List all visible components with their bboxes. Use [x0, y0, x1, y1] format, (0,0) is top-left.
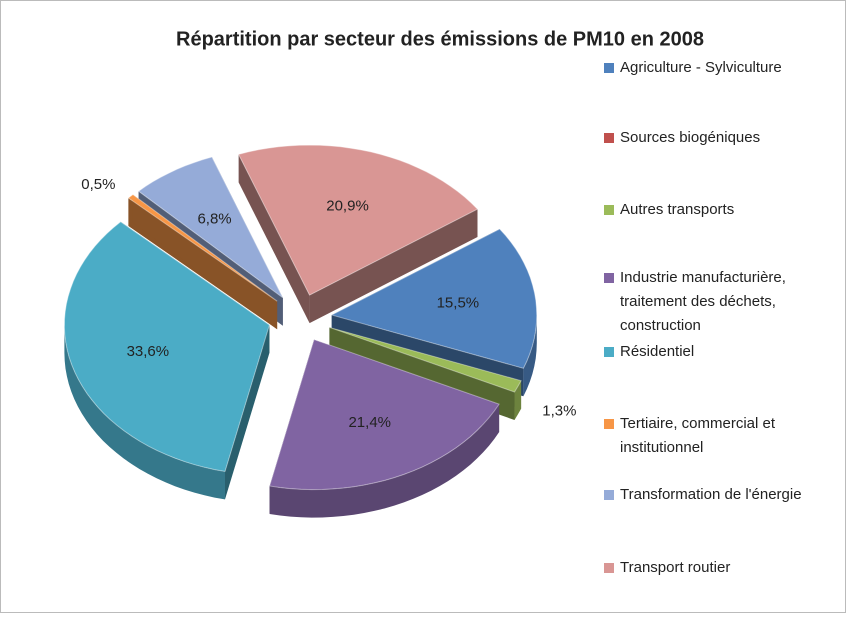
slice-wall	[309, 209, 478, 324]
slice-side	[269, 404, 500, 518]
slice-side	[514, 380, 522, 420]
legend-label: Sources biogéniques	[620, 129, 760, 146]
legend-swatch	[604, 563, 614, 573]
legend-label-line: institutionnel	[620, 439, 703, 456]
chart-title: Répartition par secteur des émissions de…	[176, 28, 704, 50]
data-label: 15,5%	[437, 295, 480, 312]
legend-swatch	[604, 205, 614, 215]
slice-wall	[224, 325, 270, 500]
legend-label: Tertiaire, commercial et institutionnel	[620, 415, 776, 456]
legend-swatch	[604, 490, 614, 500]
slice-side	[523, 315, 537, 397]
slice	[329, 326, 522, 393]
legend: Agriculture - Sylviculture Sources biogén…	[604, 59, 802, 576]
data-label: 20,9%	[326, 197, 369, 214]
data-label: 33,6%	[127, 343, 170, 360]
pie: 15,5% 1,3% 21,4% 33,6% 0,5% 6,8% 20,9%	[63, 144, 577, 518]
legend-label: Transformation de l'énergie	[620, 486, 802, 503]
data-label: 6,8%	[197, 210, 231, 227]
legend-label: Autres transports	[620, 201, 734, 218]
legend-swatch	[604, 63, 614, 73]
legend-label-line: traitement des déchets,	[620, 293, 776, 310]
slice-side	[64, 325, 226, 500]
legend-swatch	[604, 347, 614, 357]
legend-label-line: construction	[620, 317, 701, 334]
legend-label-line: Tertiaire, commercial et	[620, 415, 776, 432]
legend-swatch	[604, 273, 614, 283]
slice-wall	[238, 154, 310, 324]
legend-label-line: Industrie manufacturière,	[620, 269, 786, 286]
data-label: 0,5%	[81, 176, 115, 193]
legend-label: Industrie manufacturière, traitement des …	[620, 269, 786, 334]
slice	[127, 193, 278, 302]
slice-wall	[132, 194, 278, 330]
data-label: 1,3%	[542, 402, 576, 419]
legend-label: Transport routier	[620, 559, 730, 576]
legend-label: Agriculture - Sylviculture	[620, 59, 782, 76]
legend-swatch	[604, 133, 614, 143]
slice	[237, 144, 479, 296]
legend-swatch	[604, 419, 614, 429]
slice	[268, 338, 500, 491]
legend-label: Résidentiel	[620, 343, 694, 360]
slice	[63, 221, 270, 472]
slice	[137, 156, 284, 299]
slice	[330, 228, 538, 369]
data-label: 21,4%	[348, 414, 391, 431]
